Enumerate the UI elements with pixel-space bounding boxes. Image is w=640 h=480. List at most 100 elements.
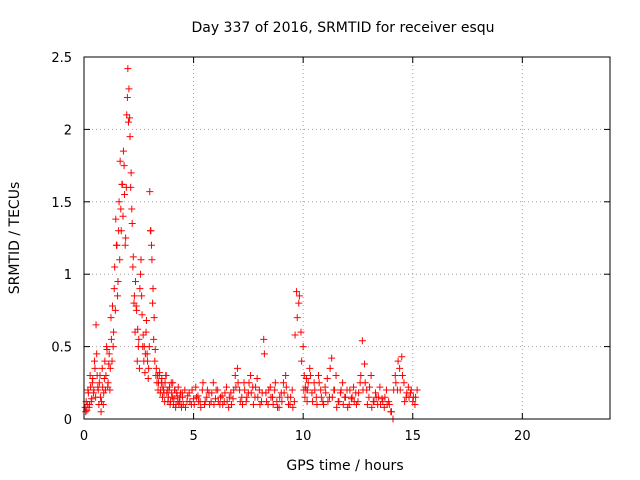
data-point-marker [350, 383, 358, 391]
data-point-marker [321, 383, 329, 391]
data-point-marker [85, 401, 93, 409]
data-point-marker [148, 256, 156, 264]
data-point-marker [355, 389, 363, 397]
data-point-marker [304, 386, 312, 394]
data-point-marker [227, 401, 235, 409]
data-point-marker [161, 379, 169, 387]
data-point-marker [378, 395, 386, 403]
data-point-marker [137, 270, 145, 278]
data-point-marker [256, 401, 264, 409]
data-point-marker [233, 364, 241, 372]
data-point-marker [396, 364, 404, 372]
data-point-marker [396, 386, 404, 394]
data-point-marker [100, 374, 108, 382]
data-point-marker [245, 379, 253, 387]
data-point-marker [311, 386, 319, 394]
data-point-marker [197, 403, 205, 411]
data-point-marker [219, 401, 227, 409]
data-point-marker [392, 379, 400, 387]
data-point-marker [201, 398, 209, 406]
data-point-marker [361, 360, 369, 368]
data-point-marker [234, 379, 242, 387]
data-point-marker [95, 379, 103, 387]
data-point-marker [129, 253, 137, 261]
data-point-marker [181, 386, 189, 394]
data-point-marker [379, 398, 387, 406]
plot-frame [83, 56, 611, 420]
data-point-marker [346, 386, 354, 394]
data-point-marker [192, 383, 200, 391]
data-point-marker [337, 386, 345, 394]
data-point-marker [135, 335, 143, 343]
data-point-marker [105, 350, 113, 358]
data-point-marker [114, 292, 122, 300]
data-point-marker [124, 118, 132, 126]
y-tick-label: 2 [64, 123, 72, 138]
data-point-marker [87, 383, 95, 391]
data-point-marker [363, 401, 371, 409]
data-point-marker [92, 321, 100, 329]
data-point-marker [382, 386, 390, 394]
y-axis-label: SRMTID / TECUs [7, 182, 23, 295]
data-point-marker [341, 393, 349, 401]
data-point-marker [231, 372, 239, 380]
data-point-marker [255, 386, 263, 394]
x-tick-label: 5 [189, 429, 197, 444]
data-point-marker [287, 393, 295, 401]
data-point-marker [141, 369, 149, 377]
data-point-marker [335, 398, 343, 406]
data-point-marker [126, 133, 134, 141]
data-point-marker [91, 364, 99, 372]
data-point-marker [289, 403, 297, 411]
data-point-marker [106, 386, 114, 394]
data-point-marker [243, 393, 251, 401]
data-point-marker [263, 398, 271, 406]
data-point-marker [212, 395, 219, 403]
data-point-marker [265, 386, 273, 394]
data-point-marker [199, 379, 207, 387]
data-point-marker [158, 374, 166, 382]
y-tick-label: 0 [64, 413, 72, 428]
data-point-marker [381, 393, 389, 401]
data-point-marker [315, 372, 323, 380]
data-point-marker [98, 364, 106, 372]
data-point-marker [96, 372, 104, 380]
data-point-marker [380, 403, 388, 411]
data-point-marker [223, 398, 231, 406]
data-point-marker [332, 372, 340, 380]
data-point-marker [214, 398, 222, 406]
data-point-marker [269, 401, 277, 409]
data-point-marker [352, 401, 360, 409]
data-point-marker [158, 393, 166, 401]
data-point-marker [227, 389, 235, 397]
data-point-marker [133, 357, 141, 365]
data-point-marker [323, 374, 331, 382]
data-point-marker [119, 212, 127, 220]
data-point-marker [288, 386, 296, 394]
data-point-marker [136, 285, 144, 293]
data-point-marker [247, 389, 255, 397]
data-point-marker [282, 372, 290, 380]
data-point-marker [344, 403, 352, 411]
data-point-marker [93, 350, 101, 358]
data-point-marker [91, 357, 99, 365]
x-tick-label: 15 [404, 429, 421, 444]
data-point-marker [144, 357, 152, 365]
data-point-marker [345, 401, 353, 409]
data-point-marker [217, 393, 225, 401]
data-point-marker [194, 392, 202, 400]
data-point-marker [119, 147, 127, 155]
data-point-marker [290, 398, 298, 406]
data-point-marker [162, 372, 170, 380]
data-point-marker [376, 383, 384, 391]
data-point-marker [317, 386, 325, 394]
data-point-marker [315, 379, 323, 387]
data-point-marker [116, 256, 124, 264]
data-point-marker [156, 369, 164, 377]
data-point-marker [142, 317, 150, 325]
data-point-marker [165, 383, 173, 391]
data-point-marker [367, 372, 375, 380]
data-point-marker [151, 345, 159, 353]
data-point-marker [127, 169, 135, 177]
y-tick-label: 1 [64, 268, 72, 283]
